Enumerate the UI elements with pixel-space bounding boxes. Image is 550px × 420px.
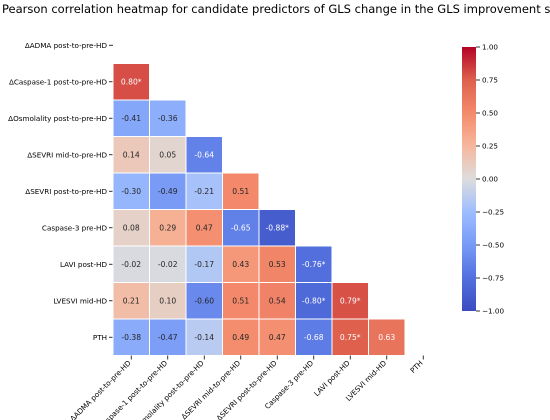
cell-value-label: 0.47 (269, 333, 286, 342)
cell-value-label: 0.79* (340, 297, 361, 306)
colorbar: 1.00 0.75 0.50 0.25 0.00 −0.25 −0.50 −0.75 −1.00 (462, 43, 504, 316)
colorbar-tick-label: 0.50 (482, 109, 498, 118)
heatmap-cell (112, 245, 150, 283)
heatmap-cell (112, 172, 150, 210)
heatmap-cell (185, 209, 223, 247)
colorbar-tick-label: 0.00 (482, 175, 498, 184)
row-tick-label: ΔSEVRI mid-to-pre-HD (27, 150, 107, 159)
cell-value-label: 0.05 (159, 151, 176, 160)
cell-value-label: 0.53 (269, 260, 286, 269)
heatmap-cell (112, 282, 150, 320)
heatmap-cell (295, 245, 333, 283)
row-tick-label: ΔSEVRI post-to-pre-HD (25, 187, 107, 196)
colorbar-tick-label: −0.75 (482, 274, 504, 283)
row-tick-label: LVESVI mid-HD (53, 296, 107, 305)
cell-value-label: -0.47 (158, 333, 178, 342)
cell-value-label: -0.88* (266, 224, 290, 233)
cell-value-label: -0.76* (302, 260, 326, 269)
cell-value-label: -0.60 (194, 297, 214, 306)
cell-value-label: -0.21 (194, 187, 214, 196)
cell-value-label: -0.17 (194, 260, 214, 269)
cell-value-label: -0.36 (158, 114, 178, 123)
heatmap-cells: 0.80* -0.41 -0.36 0.14 0.05 -0.64 -0.30 -0.49 -0… (112, 63, 406, 356)
cell-value-label: 0.14 (123, 151, 140, 160)
cell-value-label: 0.49 (232, 333, 249, 342)
cell-value-label: -0.38 (121, 333, 141, 342)
colorbar-tick-label: −0.25 (482, 208, 504, 217)
cell-value-label: -0.02 (158, 260, 178, 269)
colorbar-tick-label: −1.00 (482, 307, 504, 316)
cell-value-label: 0.10 (159, 297, 176, 306)
colorbar-tick-label: 0.25 (482, 142, 498, 151)
heatmap-cell (331, 282, 369, 320)
colorbar-gradient (462, 47, 476, 311)
heatmap-cell (112, 209, 150, 247)
column-tick-label: LAVI post-HD (312, 358, 352, 398)
column-tick-label: PTH (408, 359, 424, 375)
heatmap-cell (222, 318, 260, 356)
heatmap-cell (185, 172, 223, 210)
heatmap-cell (185, 282, 223, 320)
heatmap-cell (222, 282, 260, 320)
row-tick-label: ΔCaspase-1 post-to-pre-HD (9, 77, 108, 86)
heatmap-cell (258, 209, 296, 247)
heatmap-cell (149, 318, 187, 356)
cell-value-label: -0.41 (121, 114, 141, 123)
cell-value-label: -0.14 (194, 333, 214, 342)
cell-value-label: -0.65 (231, 224, 251, 233)
row-tick-label: Caspase-3 pre-HD (42, 223, 108, 232)
cell-value-label: -0.02 (121, 260, 141, 269)
row-tick-labels: ΔADMA post-to-pre-HD ΔCaspase-1 post-to-p… (8, 41, 113, 342)
colorbar-tick-label: 1.00 (482, 43, 498, 52)
colorbar-tick-label: −0.50 (482, 241, 504, 250)
cell-value-label: 0.54 (269, 297, 286, 306)
cell-value-label: -0.64 (194, 151, 214, 160)
row-tick-label: ΔOsmolality post-to-pre-HD (8, 114, 107, 123)
cell-value-label: 0.51 (232, 297, 249, 306)
cell-value-label: 0.80* (121, 78, 142, 87)
heatmap-cell (185, 245, 223, 283)
cell-value-label: 0.75* (340, 333, 361, 342)
heatmap-cell (258, 318, 296, 356)
heatmap-cell (295, 318, 333, 356)
row-tick-label: LAVI post-HD (60, 260, 107, 269)
cell-value-label: -0.68 (304, 333, 324, 342)
heatmap-cell (112, 63, 150, 101)
cell-value-label: 0.51 (232, 187, 249, 196)
cell-value-label: 0.43 (232, 260, 249, 269)
column-tick-label: ΔSEVRI mid-to-pre-HD (179, 358, 242, 420)
cell-value-label: 0.08 (123, 224, 140, 233)
cell-value-label: 0.29 (159, 224, 176, 233)
colorbar-tick-label: 0.75 (482, 76, 498, 85)
chart-title: Pearson correlation heatmap for candidat… (2, 2, 550, 16)
row-tick-label: ΔADMA post-to-pre-HD (25, 41, 108, 50)
row-tick-label: PTH (93, 333, 107, 342)
cell-value-label: 0.47 (196, 224, 213, 233)
cell-value-label: 0.63 (378, 333, 395, 342)
heatmap-cell (368, 318, 406, 356)
heatmap-cell (258, 282, 296, 320)
cell-value-label: -0.49 (158, 187, 178, 196)
cell-value-label: -0.30 (121, 187, 141, 196)
cell-value-label: -0.80* (302, 297, 326, 306)
cell-value-label: 0.21 (123, 297, 140, 306)
heatmap-cell (295, 282, 333, 320)
heatmap-cell (149, 245, 187, 283)
